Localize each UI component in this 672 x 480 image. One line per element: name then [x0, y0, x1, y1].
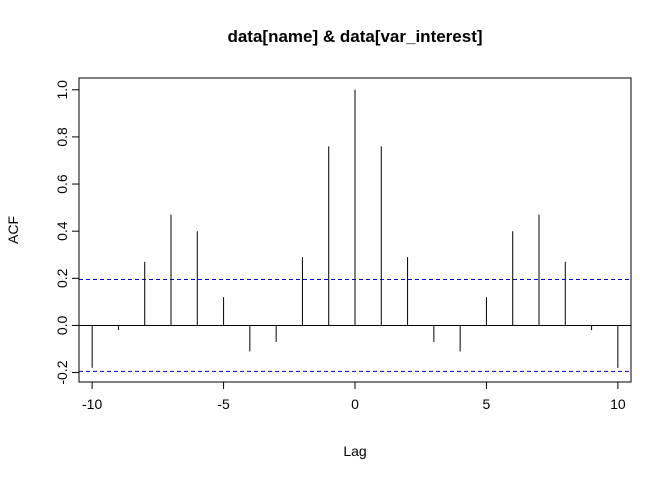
x-axis-label: Lag — [343, 443, 366, 459]
y-tick-label: 0.2 — [54, 268, 70, 288]
x-tick-label: -5 — [217, 396, 230, 412]
chart-title: data[name] & data[var_interest] — [227, 27, 482, 46]
y-tick-label: 0.0 — [54, 316, 70, 336]
x-tick-label: -10 — [82, 396, 102, 412]
x-tick-label: 0 — [351, 396, 359, 412]
y-tick-label: 0.4 — [54, 221, 70, 241]
x-tick-label: 10 — [610, 396, 626, 412]
y-tick-label: 0.6 — [54, 174, 70, 194]
y-axis-label: ACF — [5, 216, 21, 244]
y-axis: -0.2 0.0 0.2 0.4 0.6 0.8 1.0 — [54, 80, 80, 385]
y-tick-label: 0.8 — [54, 127, 70, 147]
y-tick-label: 1.0 — [54, 80, 70, 100]
x-tick-label: 5 — [483, 396, 491, 412]
acf-spikes — [91, 89, 619, 368]
y-tick-label: -0.2 — [54, 360, 70, 384]
x-axis: -10 -5 0 5 10 — [82, 381, 626, 412]
